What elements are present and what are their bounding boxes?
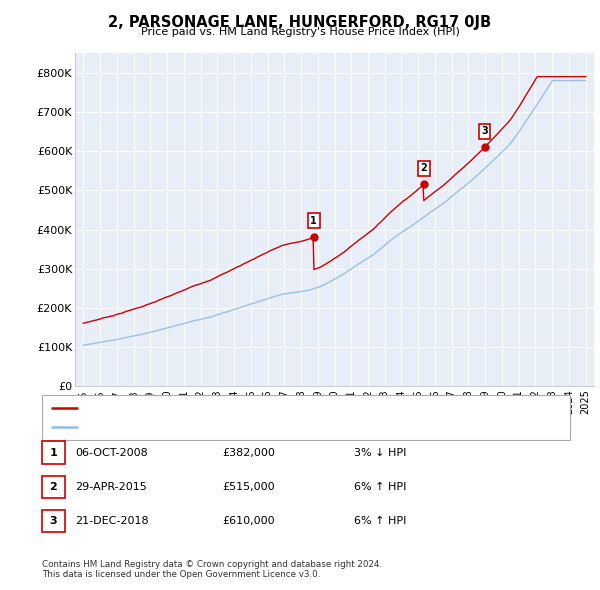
Text: 3% ↓ HPI: 3% ↓ HPI [354,448,406,457]
Text: 21-DEC-2018: 21-DEC-2018 [75,516,149,526]
Text: 6% ↑ HPI: 6% ↑ HPI [354,516,406,526]
Text: Contains HM Land Registry data © Crown copyright and database right 2024.
This d: Contains HM Land Registry data © Crown c… [42,560,382,579]
Text: £610,000: £610,000 [222,516,275,526]
Text: 6% ↑ HPI: 6% ↑ HPI [354,482,406,491]
Text: 1: 1 [50,448,57,457]
Text: 2, PARSONAGE LANE, HUNGERFORD, RG17 0JB: 2, PARSONAGE LANE, HUNGERFORD, RG17 0JB [109,15,491,30]
Text: 2, PARSONAGE LANE, HUNGERFORD, RG17 0JB (detached house): 2, PARSONAGE LANE, HUNGERFORD, RG17 0JB … [83,403,407,412]
Text: HPI: Average price, detached house, West Berkshire: HPI: Average price, detached house, West… [83,422,342,432]
Text: 29-APR-2015: 29-APR-2015 [75,482,147,491]
Text: 2: 2 [421,163,427,173]
Text: £515,000: £515,000 [222,482,275,491]
Text: 2: 2 [50,482,57,491]
Text: £382,000: £382,000 [222,448,275,457]
Text: 3: 3 [481,126,488,136]
Text: 3: 3 [50,516,57,526]
Text: 06-OCT-2008: 06-OCT-2008 [75,448,148,457]
Text: 1: 1 [310,215,317,225]
Text: Price paid vs. HM Land Registry's House Price Index (HPI): Price paid vs. HM Land Registry's House … [140,27,460,37]
